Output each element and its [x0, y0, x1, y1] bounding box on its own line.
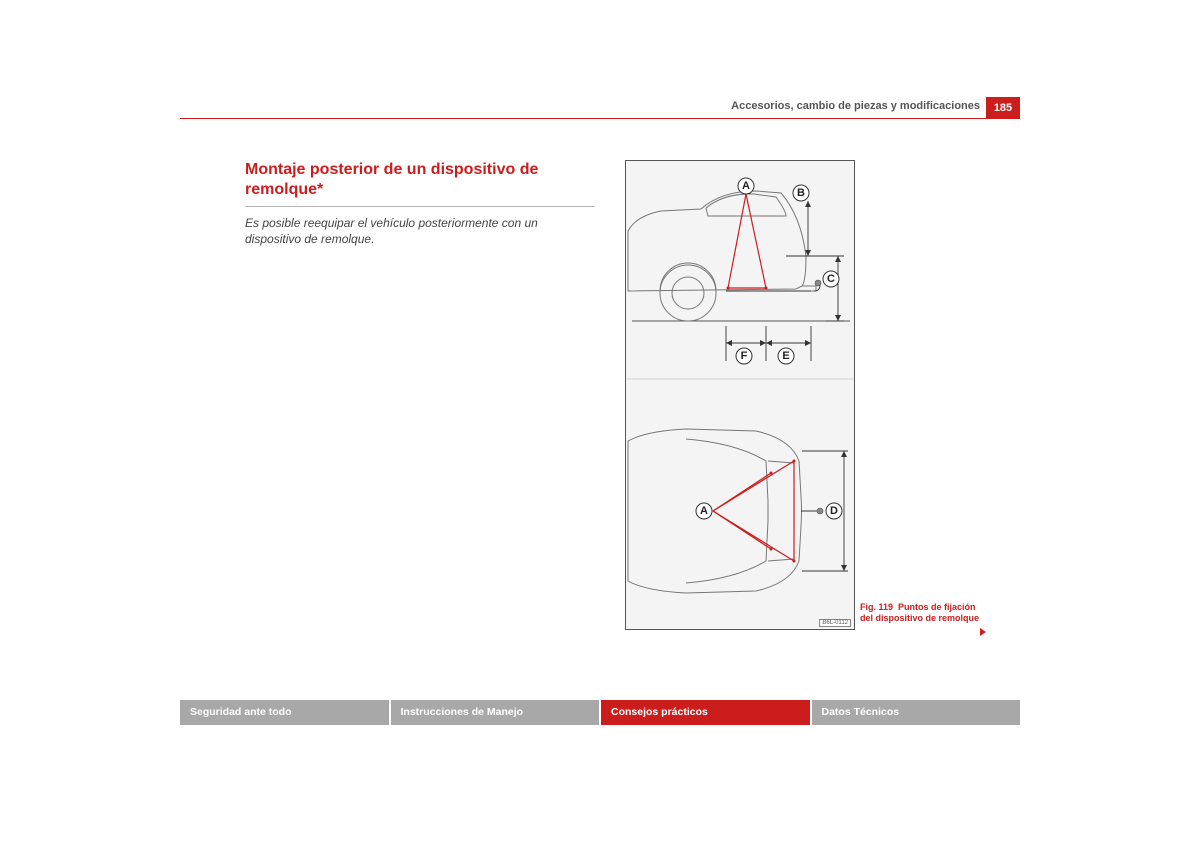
svg-text:B: B	[797, 187, 805, 199]
figure-code: B6L-0112	[819, 619, 851, 627]
section-subtitle: Es posible reequipar el vehículo posteri…	[245, 215, 595, 247]
label-A-top: A	[696, 503, 712, 519]
continue-arrow-icon	[980, 628, 986, 636]
figure-container: A B C E F A D B6L-0112	[625, 160, 855, 630]
label-D: D	[826, 503, 842, 519]
svg-text:A: A	[700, 505, 708, 517]
label-F: F	[736, 348, 752, 364]
label-C: C	[823, 271, 839, 287]
svg-text:E: E	[782, 350, 789, 362]
page-content: Accesorios, cambio de piezas y modificac…	[180, 100, 1020, 750]
label-B: B	[793, 185, 809, 201]
text-column: Montaje posterior de un dispositivo de r…	[245, 160, 595, 247]
towing-diagram-svg: A B C E F A D	[626, 161, 856, 631]
svg-text:D: D	[830, 505, 838, 517]
svg-text:A: A	[742, 180, 750, 192]
nav-seguridad[interactable]: Seguridad ante todo	[180, 700, 391, 725]
figure-diagram: A B C E F A D B6L-0112	[625, 160, 855, 630]
nav-datos[interactable]: Datos Técnicos	[812, 700, 1021, 725]
svg-text:F: F	[741, 350, 748, 362]
header-rule	[180, 118, 1020, 119]
nav-instrucciones[interactable]: Instrucciones de Manejo	[391, 700, 602, 725]
bottom-nav: Seguridad ante todo Instrucciones de Man…	[180, 700, 1020, 725]
page-number: 185	[986, 97, 1020, 119]
nav-consejos[interactable]: Consejos prácticos	[601, 700, 812, 725]
header-breadcrumb: Accesorios, cambio de piezas y modificac…	[731, 100, 980, 112]
label-E: E	[778, 348, 794, 364]
label-A-side: A	[738, 178, 754, 194]
section-title: Montaje posterior de un dispositivo de r…	[245, 160, 595, 207]
caption-prefix: Fig. 119	[860, 602, 893, 612]
figure-caption: Fig. 119 Puntos de fijación del disposit…	[860, 602, 980, 624]
svg-text:C: C	[827, 273, 835, 285]
content-area: Montaje posterior de un dispositivo de r…	[245, 160, 965, 247]
